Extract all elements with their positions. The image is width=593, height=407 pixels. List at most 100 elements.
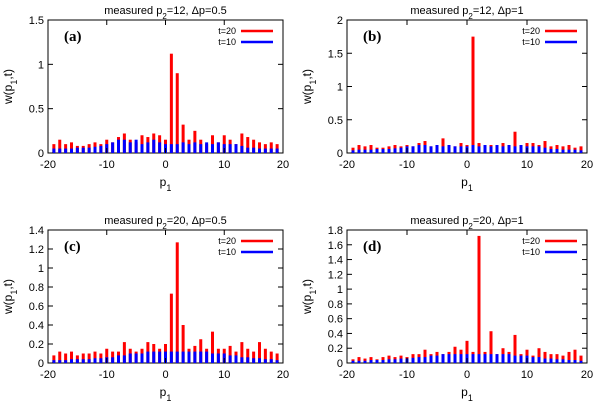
y-axis-label-sub: 1 (308, 290, 318, 295)
bar-t20 (175, 73, 179, 153)
bar-t10 (228, 144, 232, 153)
bar-t10 (193, 351, 197, 363)
chart-title-rest: =20, Δp=1 (473, 215, 524, 227)
y-axis-label-main: w(p (300, 294, 314, 315)
bar-t20 (175, 242, 179, 363)
y-tick-label: 1.8 (328, 225, 343, 237)
y-tick-label: 1 (337, 82, 343, 94)
y-tick-label: 0.8 (29, 282, 44, 294)
bar-t20 (471, 36, 475, 153)
plot-frame (346, 19, 588, 154)
bar-t10 (99, 145, 103, 153)
chart-title-rest: =12, Δp=1 (473, 5, 524, 17)
panel-label: (d) (363, 239, 381, 255)
chart-title-rest: =20, Δp=0.5 (167, 215, 227, 227)
y-tick-label: 0 (38, 148, 44, 160)
x-tick-label: 0 (464, 369, 470, 381)
bar-t10 (199, 144, 203, 153)
legend-label: t=20 (218, 26, 236, 36)
bar-t10 (567, 360, 571, 363)
bar-t10 (240, 145, 244, 153)
y-axis-label: w(p1,t) (300, 279, 318, 315)
x-tick-label: 10 (218, 369, 230, 381)
bar-t20 (275, 353, 279, 363)
bar-t10 (122, 355, 126, 363)
x-tick-label: 0 (162, 369, 168, 381)
panel-a: -20 -10 0 10 20 0 0.5 1 1.5 measured p2=12, Δp=0.… (1, 5, 289, 193)
y-axis-label-rest: ,t) (300, 279, 314, 290)
bar-t10 (216, 353, 220, 363)
x-axis-label-main: p (461, 175, 468, 189)
bar-t10 (111, 142, 115, 153)
x-tick-label: 0 (162, 159, 168, 171)
y-tick-label: 1.2 (29, 244, 44, 256)
y-tick-label: 0.2 (29, 339, 44, 351)
x-axis-label-sub: 1 (468, 183, 473, 193)
y-axis-label-sub: 1 (9, 290, 19, 295)
bar-t10 (58, 360, 62, 363)
chart-title: measured p2=20, Δp=0.5 (104, 215, 227, 231)
bar-t10 (573, 149, 577, 153)
bar-t10 (164, 351, 167, 363)
bar-t10 (234, 355, 238, 363)
chart-title-sub: 2 (162, 12, 167, 21)
y-axis-label-main: w(p (1, 294, 15, 315)
bar-t10 (169, 351, 173, 363)
bar-t10 (181, 351, 185, 363)
chart-title-main: measured p (104, 215, 162, 227)
bar-t10 (561, 359, 565, 363)
chart-title-main: measured p (410, 5, 468, 17)
bar-t10 (175, 351, 179, 363)
bar-t20 (258, 342, 261, 363)
bar-t10 (134, 139, 138, 153)
bar-t10 (181, 142, 185, 153)
panel-label: (b) (363, 29, 381, 45)
y-axis-label-rest: ,t) (1, 69, 15, 80)
panel-label: (a) (64, 29, 82, 45)
bar-t20 (369, 145, 373, 153)
bar-t10 (513, 146, 517, 153)
bar-t10 (507, 354, 511, 363)
bar-t10 (423, 357, 427, 363)
bar-t10 (519, 145, 523, 153)
bar-t20 (169, 293, 173, 363)
y-tick-label: 1 (38, 59, 44, 71)
y-axis-label-rest: ,t) (300, 69, 314, 80)
bar-t10 (140, 144, 144, 153)
bar-t10 (483, 145, 487, 153)
bar-t10 (567, 149, 571, 153)
bar-t10 (134, 353, 138, 363)
bar-t10 (228, 355, 232, 363)
x-axis-label-sub: 1 (468, 393, 473, 403)
bar-t10 (58, 148, 62, 153)
bar-t20 (87, 353, 91, 363)
bar-t10 (205, 351, 209, 363)
y-tick-label: 1.5 (29, 15, 44, 27)
y-axis-label: w(p1,t) (300, 69, 318, 105)
bar-t20 (357, 357, 361, 363)
bar-t20 (246, 348, 250, 363)
bar-t10 (193, 142, 197, 153)
y-axis-label-sub: 1 (308, 80, 318, 85)
bar-t20 (252, 139, 256, 153)
bar-t10 (275, 360, 279, 363)
bar-t10 (435, 145, 439, 153)
bar-t20 (567, 351, 571, 363)
bar-t20 (93, 351, 97, 363)
bar-t10 (146, 142, 150, 153)
x-tick-label: -20 (40, 369, 56, 381)
x-tick-label: -10 (99, 369, 115, 381)
bar-t20 (181, 124, 185, 153)
bar-t10 (555, 359, 559, 363)
y-tick-label: 0.6 (29, 301, 44, 313)
x-axis-label-main: p (160, 175, 167, 189)
bar-t10 (357, 360, 361, 363)
bar-t10 (543, 358, 547, 363)
bar-t10 (459, 146, 463, 153)
panel-c: -20 -10 0 10 20 0 0.2 0.4 0.6 0.8 1 1.2 1.4 measured … (1, 215, 289, 403)
bar-t10 (471, 145, 475, 153)
bar-t20 (58, 139, 62, 153)
bar-t10 (252, 147, 256, 153)
bar-t10 (393, 359, 397, 363)
bar-t10 (453, 146, 457, 153)
